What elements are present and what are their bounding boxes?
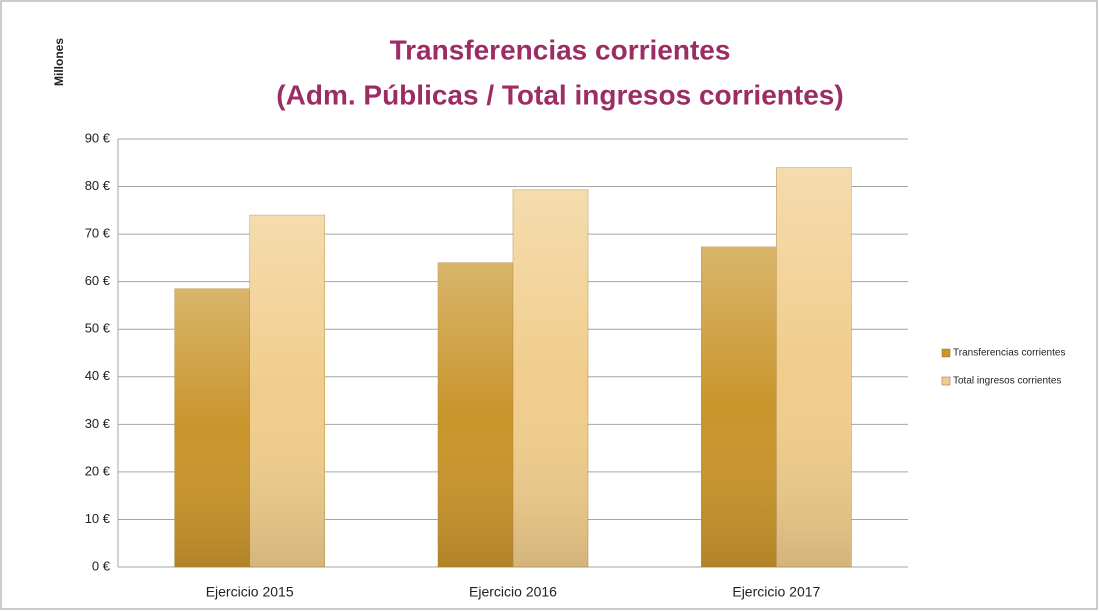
x-tick-label: Ejercicio 2015	[206, 584, 294, 600]
y-tick-label: 50 €	[85, 321, 111, 336]
x-tick-label: Ejercicio 2016	[469, 584, 557, 600]
y-tick-label: 90 €	[85, 130, 111, 145]
legend-swatch	[941, 376, 951, 386]
y-tick-label: 10 €	[85, 511, 111, 526]
y-tick-label: 60 €	[85, 273, 111, 288]
y-tick-label: 30 €	[85, 416, 111, 431]
bar	[437, 262, 514, 568]
legend-label: Transferencias corrientes	[953, 348, 1065, 359]
bar	[701, 246, 777, 568]
x-tick-label: Ejercicio 2017	[732, 584, 820, 600]
y-tick-label: 20 €	[85, 463, 111, 478]
chart-subtitle: (Adm. Públicas / Total ingresos corrient…	[276, 79, 843, 110]
bar	[249, 214, 325, 568]
bar	[776, 167, 852, 568]
legend-label: Total ingresos corrientes	[953, 376, 1061, 387]
y-tick-label: 40 €	[85, 368, 111, 383]
chart-title: Transferencias corrientes	[390, 34, 731, 65]
y-tick-label: 80 €	[85, 178, 111, 193]
y-tick-label: 0 €	[92, 558, 111, 573]
y-tick-label: 70 €	[85, 226, 111, 241]
y-axis-label: Millones	[52, 38, 66, 86]
bar	[174, 288, 250, 568]
bar	[512, 189, 589, 568]
legend-swatch	[941, 348, 951, 358]
